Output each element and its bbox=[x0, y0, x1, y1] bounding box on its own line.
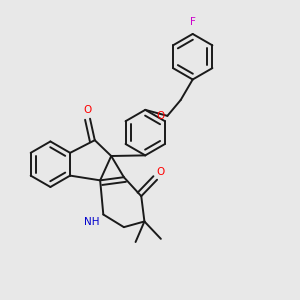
Text: O: O bbox=[156, 167, 164, 177]
Text: O: O bbox=[157, 112, 165, 122]
Text: F: F bbox=[190, 17, 196, 27]
Text: NH: NH bbox=[84, 217, 100, 227]
Text: O: O bbox=[83, 105, 92, 115]
